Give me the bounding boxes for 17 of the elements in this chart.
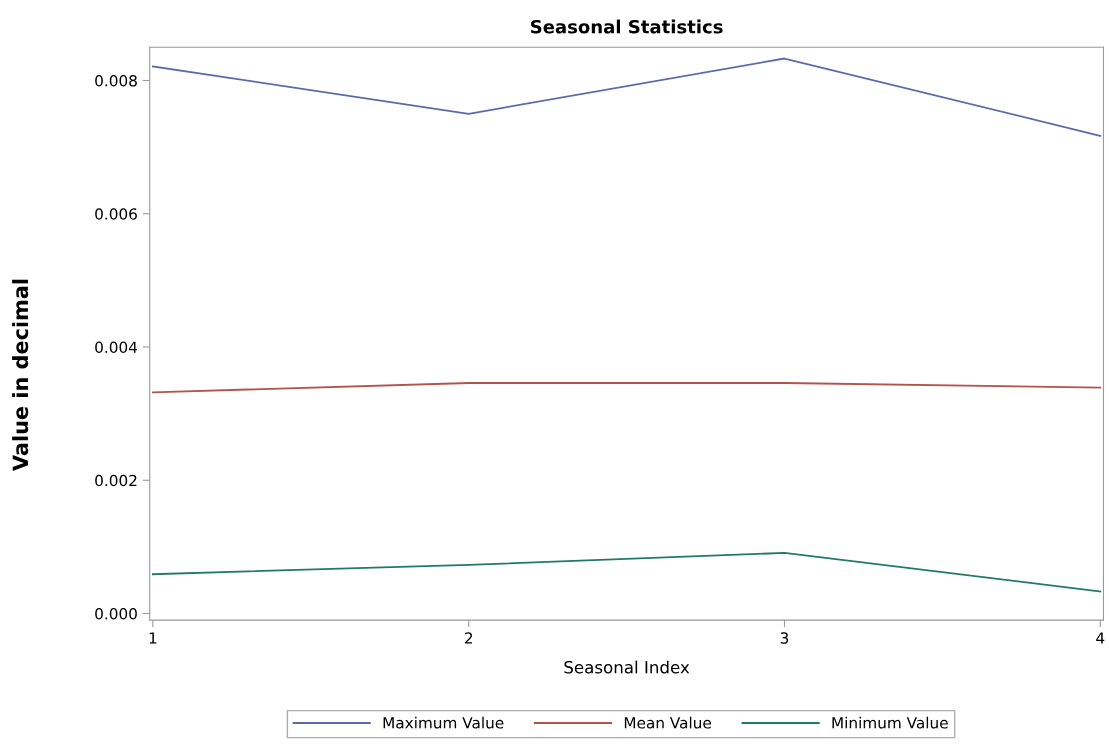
y-tick-label: 0.000: [95, 607, 137, 620]
chart-title: Seasonal Statistics: [531, 19, 723, 34]
x-tick-label: 3: [780, 632, 789, 644]
legend-label: Mean Value: [624, 716, 711, 729]
y-tick-label: 0.006: [95, 208, 137, 220]
y-axis-title: Value in decimal: [12, 279, 29, 471]
x-tick-label: 4: [1096, 632, 1105, 644]
line-series: [151, 551, 1102, 593]
x-tick-label: 2: [464, 632, 473, 644]
line-series: [151, 57, 1102, 137]
y-tick-label: 0.004: [95, 341, 138, 354]
y-tick-label: 0.002: [95, 474, 137, 487]
legend-label: Minimum Value: [832, 716, 948, 729]
x-tick-label: 1: [149, 632, 157, 644]
x-axis-title: Seasonal Index: [564, 660, 690, 674]
y-tick-label: 0.008: [95, 74, 137, 87]
legend-label: Maximum Value: [383, 716, 504, 729]
